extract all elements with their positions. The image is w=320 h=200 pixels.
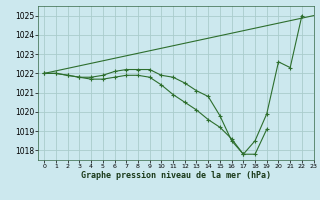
X-axis label: Graphe pression niveau de la mer (hPa): Graphe pression niveau de la mer (hPa) [81,171,271,180]
